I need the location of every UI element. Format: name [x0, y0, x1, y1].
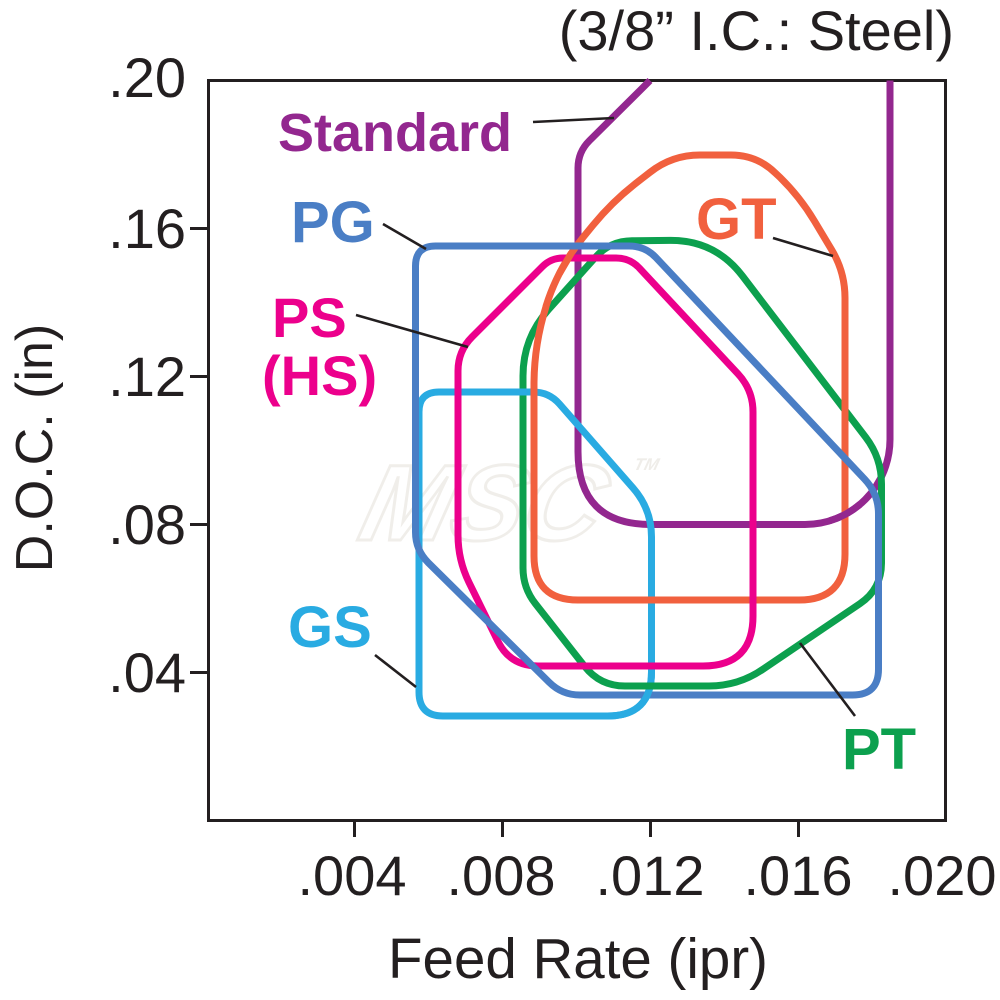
svg-text:.020: .020 [888, 844, 997, 907]
svg-text:GT: GT [696, 187, 777, 252]
svg-text:.004: .004 [298, 844, 407, 907]
svg-text:.012: .012 [596, 844, 705, 907]
svg-text:PG: PG [291, 190, 375, 255]
svg-text:D.O.C. (in): D.O.C. (in) [6, 324, 64, 572]
svg-text:.008: .008 [447, 844, 556, 907]
svg-text:Feed Rate (ipr): Feed Rate (ipr) [388, 927, 768, 990]
svg-text:.12: .12 [108, 345, 186, 408]
svg-text:Standard: Standard [278, 103, 512, 163]
svg-text:.04: .04 [108, 641, 186, 704]
svg-text:PS: PS [272, 286, 347, 349]
svg-text:.20: .20 [108, 46, 186, 109]
svg-text:.16: .16 [108, 197, 186, 260]
svg-text:(3/8” I.C.: Steel): (3/8” I.C.: Steel) [559, 0, 954, 62]
svg-text:PT: PT [842, 717, 916, 782]
svg-text:.08: .08 [108, 493, 186, 556]
svg-text:TM: TM [632, 454, 662, 474]
svg-text:.016: .016 [744, 844, 853, 907]
svg-text:(HS): (HS) [262, 344, 377, 407]
svg-text:GS: GS [288, 595, 372, 660]
